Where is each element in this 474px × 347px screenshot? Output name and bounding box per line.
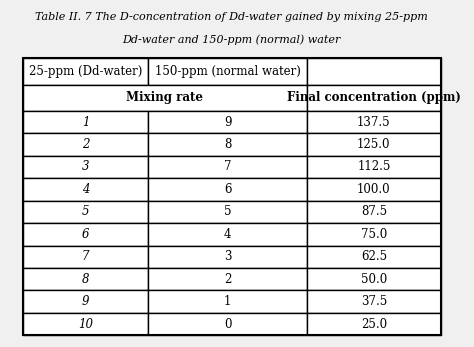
Text: 10: 10 (78, 318, 93, 331)
Text: 0: 0 (224, 318, 231, 331)
Text: 87.5: 87.5 (361, 205, 387, 218)
Bar (148, 201, 307, 223)
Text: 3: 3 (82, 160, 89, 174)
Text: 150-ppm (normal water): 150-ppm (normal water) (155, 65, 301, 78)
Bar (23, 223, 148, 246)
Text: 75.0: 75.0 (361, 228, 387, 241)
Bar (307, 223, 441, 246)
Text: 1: 1 (82, 116, 89, 128)
Bar (307, 111, 441, 133)
Text: 2: 2 (82, 138, 89, 151)
Text: 5: 5 (82, 205, 89, 218)
Bar (307, 290, 441, 313)
Bar (307, 58, 441, 85)
Bar (23, 58, 148, 85)
Bar (148, 313, 307, 335)
Text: Mixing rate: Mixing rate (127, 91, 203, 104)
Text: 9: 9 (224, 116, 231, 128)
Text: 8: 8 (82, 273, 89, 286)
Text: 25-ppm (Dd-water): 25-ppm (Dd-water) (29, 65, 142, 78)
Bar (307, 201, 441, 223)
Text: Table II. 7 The D-concentration of Dd-water gained by mixing 25-ppm: Table II. 7 The D-concentration of Dd-wa… (36, 12, 428, 22)
Bar (23, 201, 148, 223)
Text: 6: 6 (82, 228, 89, 241)
Bar (148, 156, 307, 178)
Bar (148, 223, 307, 246)
Bar (23, 313, 148, 335)
Text: 25.0: 25.0 (361, 318, 387, 331)
Text: 125.0: 125.0 (357, 138, 391, 151)
Text: Final concentration (ppm): Final concentration (ppm) (287, 91, 461, 104)
Bar (307, 156, 441, 178)
Text: 4: 4 (82, 183, 89, 196)
Text: 6: 6 (224, 183, 231, 196)
Bar (307, 85, 441, 111)
Text: 7: 7 (224, 160, 231, 174)
Text: 62.5: 62.5 (361, 250, 387, 263)
Bar (148, 268, 307, 290)
Bar (23, 290, 148, 313)
Text: Dd-water and 150-ppm (normal) water: Dd-water and 150-ppm (normal) water (123, 34, 341, 45)
Bar (23, 111, 148, 133)
Bar (148, 290, 307, 313)
Bar (148, 246, 307, 268)
Bar (23, 268, 148, 290)
Text: 137.5: 137.5 (357, 116, 391, 128)
Bar (148, 133, 307, 156)
Bar (23, 133, 148, 156)
Bar (307, 246, 441, 268)
Bar (307, 133, 441, 156)
Bar (307, 313, 441, 335)
Text: 8: 8 (224, 138, 231, 151)
Bar (148, 58, 307, 85)
Bar (23, 85, 307, 111)
Text: 9: 9 (82, 295, 89, 308)
Bar (148, 178, 307, 201)
Bar (23, 178, 148, 201)
Bar (307, 268, 441, 290)
Text: 112.5: 112.5 (357, 160, 391, 174)
Text: 3: 3 (224, 250, 231, 263)
Text: 1: 1 (224, 295, 231, 308)
Text: 37.5: 37.5 (361, 295, 387, 308)
Text: 7: 7 (82, 250, 89, 263)
Text: 50.0: 50.0 (361, 273, 387, 286)
Text: 4: 4 (224, 228, 231, 241)
Bar (23, 156, 148, 178)
Bar (23, 246, 148, 268)
Text: 100.0: 100.0 (357, 183, 391, 196)
Text: 5: 5 (224, 205, 231, 218)
Bar (307, 178, 441, 201)
Text: 2: 2 (224, 273, 231, 286)
Bar (23, 58, 441, 335)
Bar (148, 111, 307, 133)
